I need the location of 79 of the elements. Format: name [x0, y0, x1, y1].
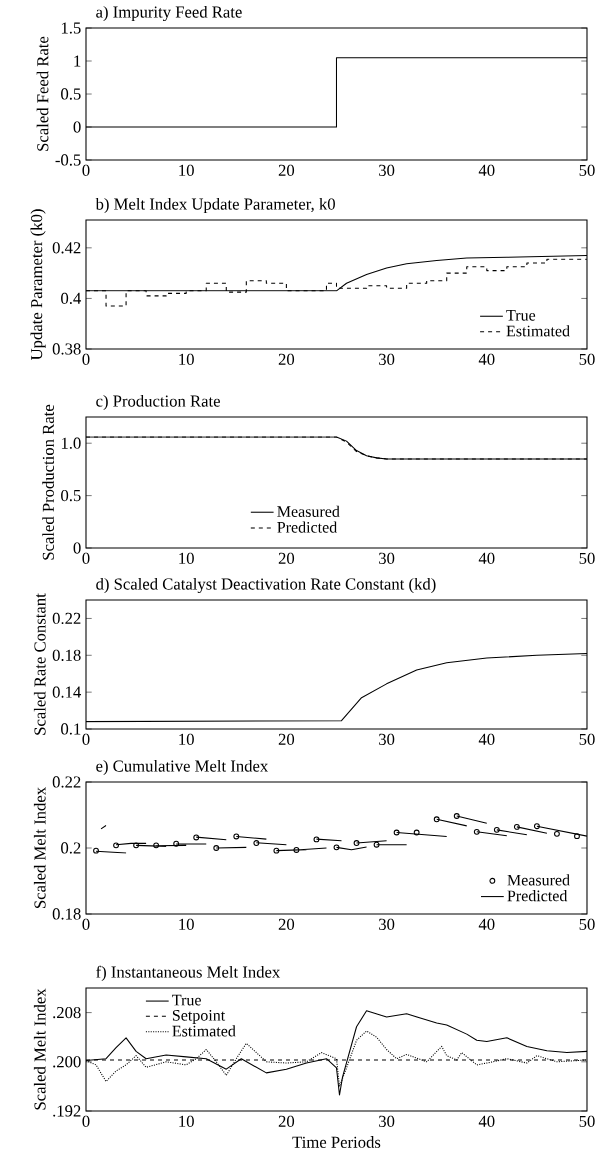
x-tick-label: 20: [278, 353, 295, 365]
y-tick-label: 0: [73, 121, 81, 133]
y-tick-label: 0.38: [52, 343, 81, 355]
chart-title: d) Scaled Catalyst Deactivation Rate Constant (kd): [96, 577, 436, 594]
x-tick-label: 20: [278, 918, 295, 930]
legend-label: True: [506, 310, 536, 321]
x-tick-label: 40: [478, 918, 495, 930]
y-tick-label: 0.18: [52, 649, 81, 661]
y-tick-label: .200: [53, 1056, 81, 1068]
legend-label: Estimated: [506, 325, 570, 337]
y-tick-label: 0.18: [52, 908, 81, 920]
x-tick-label: 30: [379, 164, 395, 176]
legend-label: Setpoint: [172, 1009, 226, 1024]
x-tick-label: 20: [278, 164, 295, 176]
x-tick-label: 0: [82, 733, 90, 745]
x-tick-label: 50: [579, 353, 595, 365]
x-tick-label: 10: [179, 164, 194, 176]
y-axis-title: Scaled Production Rate: [42, 404, 54, 560]
x-tick-label: 40: [478, 353, 495, 365]
y-tick-label: .192: [53, 1105, 81, 1117]
x-tick-label: 50: [579, 164, 595, 176]
x-tick-label: 0: [82, 164, 90, 176]
legend-label: Measured: [507, 874, 570, 886]
y-tick-label: 0.22: [52, 612, 81, 625]
legend-label: Estimated: [172, 1025, 236, 1037]
x-tick-label: 10: [179, 353, 194, 365]
x-tick-label: 0: [82, 1115, 90, 1127]
x-tick-label: 10: [179, 918, 194, 930]
x-tick-label: 40: [478, 552, 495, 564]
y-axis-title: Scaled Feed Rate: [36, 36, 49, 151]
y-tick-label: 0.14: [52, 686, 82, 698]
x-axis-title: Time Periods: [292, 1136, 381, 1148]
y-tick-label: 1.0: [61, 437, 81, 449]
x-tick-label: 50: [579, 918, 595, 930]
x-tick-label: 30: [379, 733, 395, 745]
y-tick-label: 0: [73, 542, 81, 554]
y-tick-label: 0.22: [52, 776, 81, 788]
y-axis-title: Scaled Rate Constant: [33, 593, 46, 735]
y-axis-title: Scaled Melt Index: [33, 988, 46, 1110]
legend-label: True: [172, 994, 201, 1006]
chart-title: b) Melt Index Update Parameter, k0: [95, 197, 335, 214]
y-tick-label: 0.2: [61, 842, 81, 854]
x-tick-label: 50: [579, 733, 595, 745]
x-tick-label: 20: [278, 1115, 295, 1127]
y-axis-title: Update Parameter (k0): [30, 209, 46, 361]
legend-label: Predicted: [277, 521, 338, 533]
x-tick-label: 10: [179, 552, 194, 564]
chart-title: c) Production Rate: [96, 394, 220, 411]
x-tick-label: 50: [579, 552, 595, 564]
x-tick-label: 10: [179, 733, 194, 745]
y-tick-label: 0.5: [61, 489, 81, 502]
y-tick-label: .208: [53, 1006, 81, 1019]
x-tick-label: 20: [278, 733, 295, 745]
y-tick-label: -0.5: [55, 154, 81, 166]
legend-label: Measured: [277, 505, 340, 517]
legend-label: Predicted: [507, 890, 568, 902]
y-tick-label: 1.5: [61, 22, 81, 34]
x-tick-label: 0: [82, 918, 90, 930]
x-tick-label: 0: [82, 353, 90, 365]
chart-title: a) Impurity Feed Rate: [96, 5, 242, 22]
x-tick-label: 50: [579, 1115, 595, 1127]
x-tick-label: 30: [379, 552, 395, 564]
y-tick-label: 1: [74, 55, 81, 67]
x-tick-label: 30: [379, 353, 395, 365]
y-tick-label: 0.5: [61, 88, 81, 100]
x-tick-label: 30: [379, 1115, 395, 1127]
x-tick-label: 40: [478, 164, 495, 176]
chart-title: f) Instantaneous Melt Index: [96, 965, 281, 982]
x-tick-label: 10: [179, 1115, 194, 1127]
x-tick-label: 40: [478, 1115, 495, 1127]
x-tick-label: 0: [82, 552, 90, 564]
y-axis-title: Scaled Melt Index: [33, 787, 46, 908]
x-tick-label: 30: [379, 918, 395, 930]
y-tick-label: 0.1: [61, 723, 81, 735]
y-tick-label: 0.42: [52, 242, 81, 254]
y-tick-label: 0.4: [61, 292, 82, 305]
chart-title: e) Cumulative Melt Index: [96, 759, 269, 776]
x-tick-label: 40: [478, 733, 495, 745]
x-tick-label: 20: [278, 552, 295, 564]
